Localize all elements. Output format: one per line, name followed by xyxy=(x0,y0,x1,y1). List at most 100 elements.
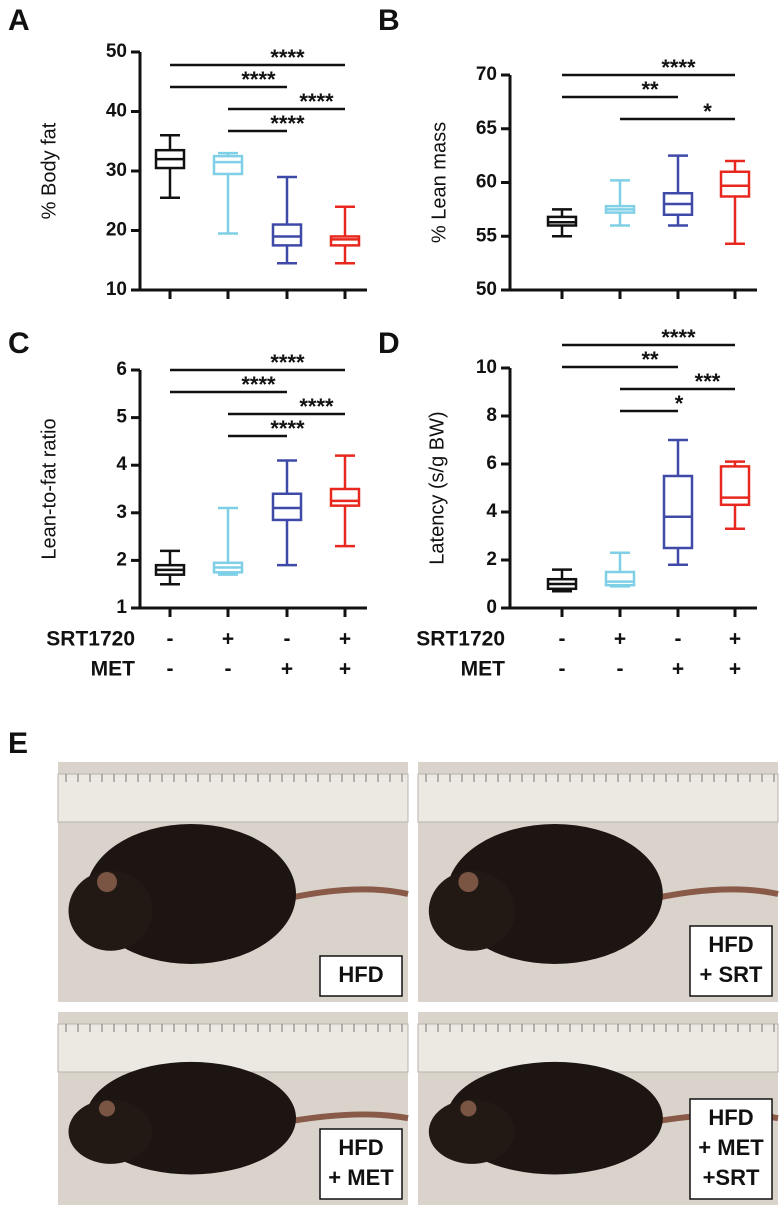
treatment-sign: - xyxy=(617,658,624,681)
treatment-sign: + xyxy=(339,658,351,681)
treatment-sign: + xyxy=(729,658,741,681)
y-tick-label: 55 xyxy=(476,225,498,246)
box xyxy=(662,474,694,550)
y-tick-label: 40 xyxy=(106,101,127,122)
photo-label: HFD xyxy=(338,962,383,987)
treatment-sign: + xyxy=(729,628,741,651)
significance-label: **** xyxy=(299,394,334,419)
treatment-sign: - xyxy=(284,628,291,651)
treatment-sign: - xyxy=(559,628,566,651)
panel-letter: C xyxy=(8,327,30,360)
y-tick-label: 70 xyxy=(476,64,497,85)
treatment-sign: - xyxy=(167,628,174,651)
mouse-ear xyxy=(460,1100,477,1117)
ruler xyxy=(57,773,409,823)
box xyxy=(719,465,751,507)
treatment-sign: - xyxy=(167,658,174,681)
y-tick-label: 0 xyxy=(486,597,497,618)
panel-letter: D xyxy=(378,327,400,360)
significance-label: * xyxy=(675,391,684,416)
photo-label: HFD xyxy=(708,932,753,957)
significance-label: ** xyxy=(641,347,659,372)
y-axis-title: Latency (s/g BW) xyxy=(426,411,448,564)
ruler xyxy=(417,773,779,823)
treatment-name: SRT1720 xyxy=(46,628,135,651)
treatment-sign: - xyxy=(225,658,232,681)
mouse-head xyxy=(428,1099,516,1164)
significance-label: **** xyxy=(661,325,696,350)
box xyxy=(329,487,361,507)
box xyxy=(212,154,244,176)
photo-label-box xyxy=(319,955,403,997)
photo-label-box xyxy=(689,925,773,997)
panel-letter: E xyxy=(8,727,28,760)
photo-panel: E HFD HFD + SRT HFD + MET HFD + MET +SRT xyxy=(8,727,779,1205)
y-tick-label: 4 xyxy=(486,501,497,522)
treatment-sign: + xyxy=(339,628,351,651)
mouse-head xyxy=(68,870,153,951)
y-axis-title: % Body fat xyxy=(38,122,60,219)
y-axis-title: Lean-to-fat ratio xyxy=(38,418,60,559)
treatment-name: SRT1720 xyxy=(416,628,505,651)
photo-label: + MET xyxy=(698,1135,764,1160)
significance-label: **** xyxy=(241,372,276,397)
mouse-ear xyxy=(97,872,117,892)
box xyxy=(329,235,361,247)
significance-label: **** xyxy=(270,111,305,136)
y-tick-label: 5 xyxy=(116,407,127,428)
treatment-sign: - xyxy=(559,658,566,681)
y-tick-label: 1 xyxy=(116,597,127,618)
treatment-name: MET xyxy=(91,658,136,681)
y-tick-label: 50 xyxy=(476,279,497,300)
photo-label: + MET xyxy=(328,1165,394,1190)
y-tick-label: 2 xyxy=(486,549,497,570)
significance-label: **** xyxy=(270,416,305,441)
significance-label: *** xyxy=(695,369,721,394)
photo-label: HFD xyxy=(708,1105,753,1130)
y-tick-label: 10 xyxy=(476,357,497,378)
photo-label-box xyxy=(689,1098,773,1200)
y-tick-label: 60 xyxy=(476,172,497,193)
y-axis-title: % Lean mass xyxy=(428,122,450,243)
photo-label: +SRT xyxy=(703,1165,760,1190)
y-tick-label: 8 xyxy=(486,405,497,426)
mouse-ear xyxy=(458,872,479,892)
box xyxy=(604,570,636,587)
significance-label: * xyxy=(703,99,712,124)
significance-label: **** xyxy=(270,350,305,375)
photo-label: + SRT xyxy=(700,962,764,987)
box xyxy=(271,223,303,247)
significance-label: **** xyxy=(270,45,305,70)
significance-label: **** xyxy=(241,67,276,92)
treatment-sign: + xyxy=(222,628,234,651)
treatment-sign: - xyxy=(675,628,682,651)
y-tick-label: 4 xyxy=(116,454,127,475)
significance-label: **** xyxy=(299,89,334,114)
y-tick-label: 6 xyxy=(116,359,127,380)
y-tick-label: 30 xyxy=(106,160,127,181)
y-tick-label: 10 xyxy=(106,279,127,300)
treatment-sign: + xyxy=(672,658,684,681)
panel-letter: A xyxy=(8,4,30,37)
significance-label: ** xyxy=(641,77,659,102)
ruler xyxy=(57,1023,409,1073)
photo-label-box xyxy=(319,1128,403,1200)
mouse-head xyxy=(428,870,516,951)
mouse-head xyxy=(68,1099,153,1164)
y-tick-label: 20 xyxy=(106,220,127,241)
significance-label: **** xyxy=(661,55,696,80)
y-tick-label: 2 xyxy=(116,549,127,570)
box xyxy=(719,170,751,198)
mouse-ear xyxy=(98,1100,116,1117)
treatment-sign: + xyxy=(614,628,626,651)
y-tick-label: 3 xyxy=(116,502,127,523)
ruler xyxy=(417,1023,779,1073)
photo-label: HFD xyxy=(338,1135,383,1160)
y-tick-label: 65 xyxy=(476,118,498,139)
treatment-name: MET xyxy=(461,658,506,681)
panel-letter: B xyxy=(378,4,400,37)
treatment-sign: + xyxy=(281,658,293,681)
y-tick-label: 6 xyxy=(486,453,497,474)
y-tick-label: 50 xyxy=(106,41,127,62)
